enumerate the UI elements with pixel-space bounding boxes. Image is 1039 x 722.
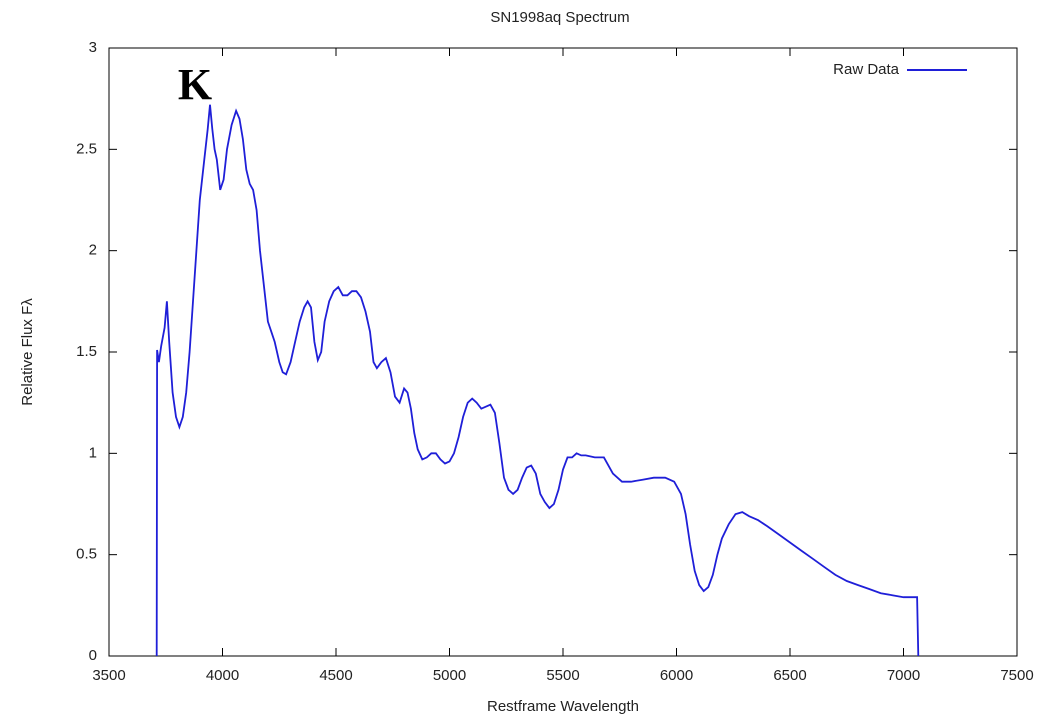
y-tick-label: 2 — [89, 242, 97, 259]
y-tick-label: 0 — [89, 647, 97, 664]
x-tick-label: 3500 — [92, 667, 125, 684]
x-tick-label: 4500 — [319, 667, 352, 684]
legend-label: Raw Data — [833, 61, 900, 78]
data-line — [155, 104, 920, 657]
x-tick-label: 7000 — [887, 667, 920, 684]
chart-title: SN1998aq Spectrum — [490, 9, 629, 26]
y-tick-label: 1.5 — [76, 343, 97, 360]
plot-frame — [108, 47, 1018, 657]
x-tick-label: 6500 — [773, 667, 806, 684]
y-tick-label: 2.5 — [76, 140, 97, 157]
x-axis-label: Restframe Wavelength — [487, 698, 639, 715]
y-axis-label: Relative Flux Fλ — [19, 298, 36, 406]
x-tick-label: 5000 — [433, 667, 466, 684]
y-tick-label: 3 — [89, 39, 97, 56]
annotation: K — [178, 60, 212, 109]
y-tick-label: 1 — [89, 444, 97, 461]
x-tick-label: 4000 — [206, 667, 239, 684]
x-tick-label: 7500 — [1000, 667, 1033, 684]
x-tick-label: 6000 — [660, 667, 693, 684]
x-tick-label: 5500 — [546, 667, 579, 684]
y-tick-label: 0.5 — [76, 546, 97, 563]
